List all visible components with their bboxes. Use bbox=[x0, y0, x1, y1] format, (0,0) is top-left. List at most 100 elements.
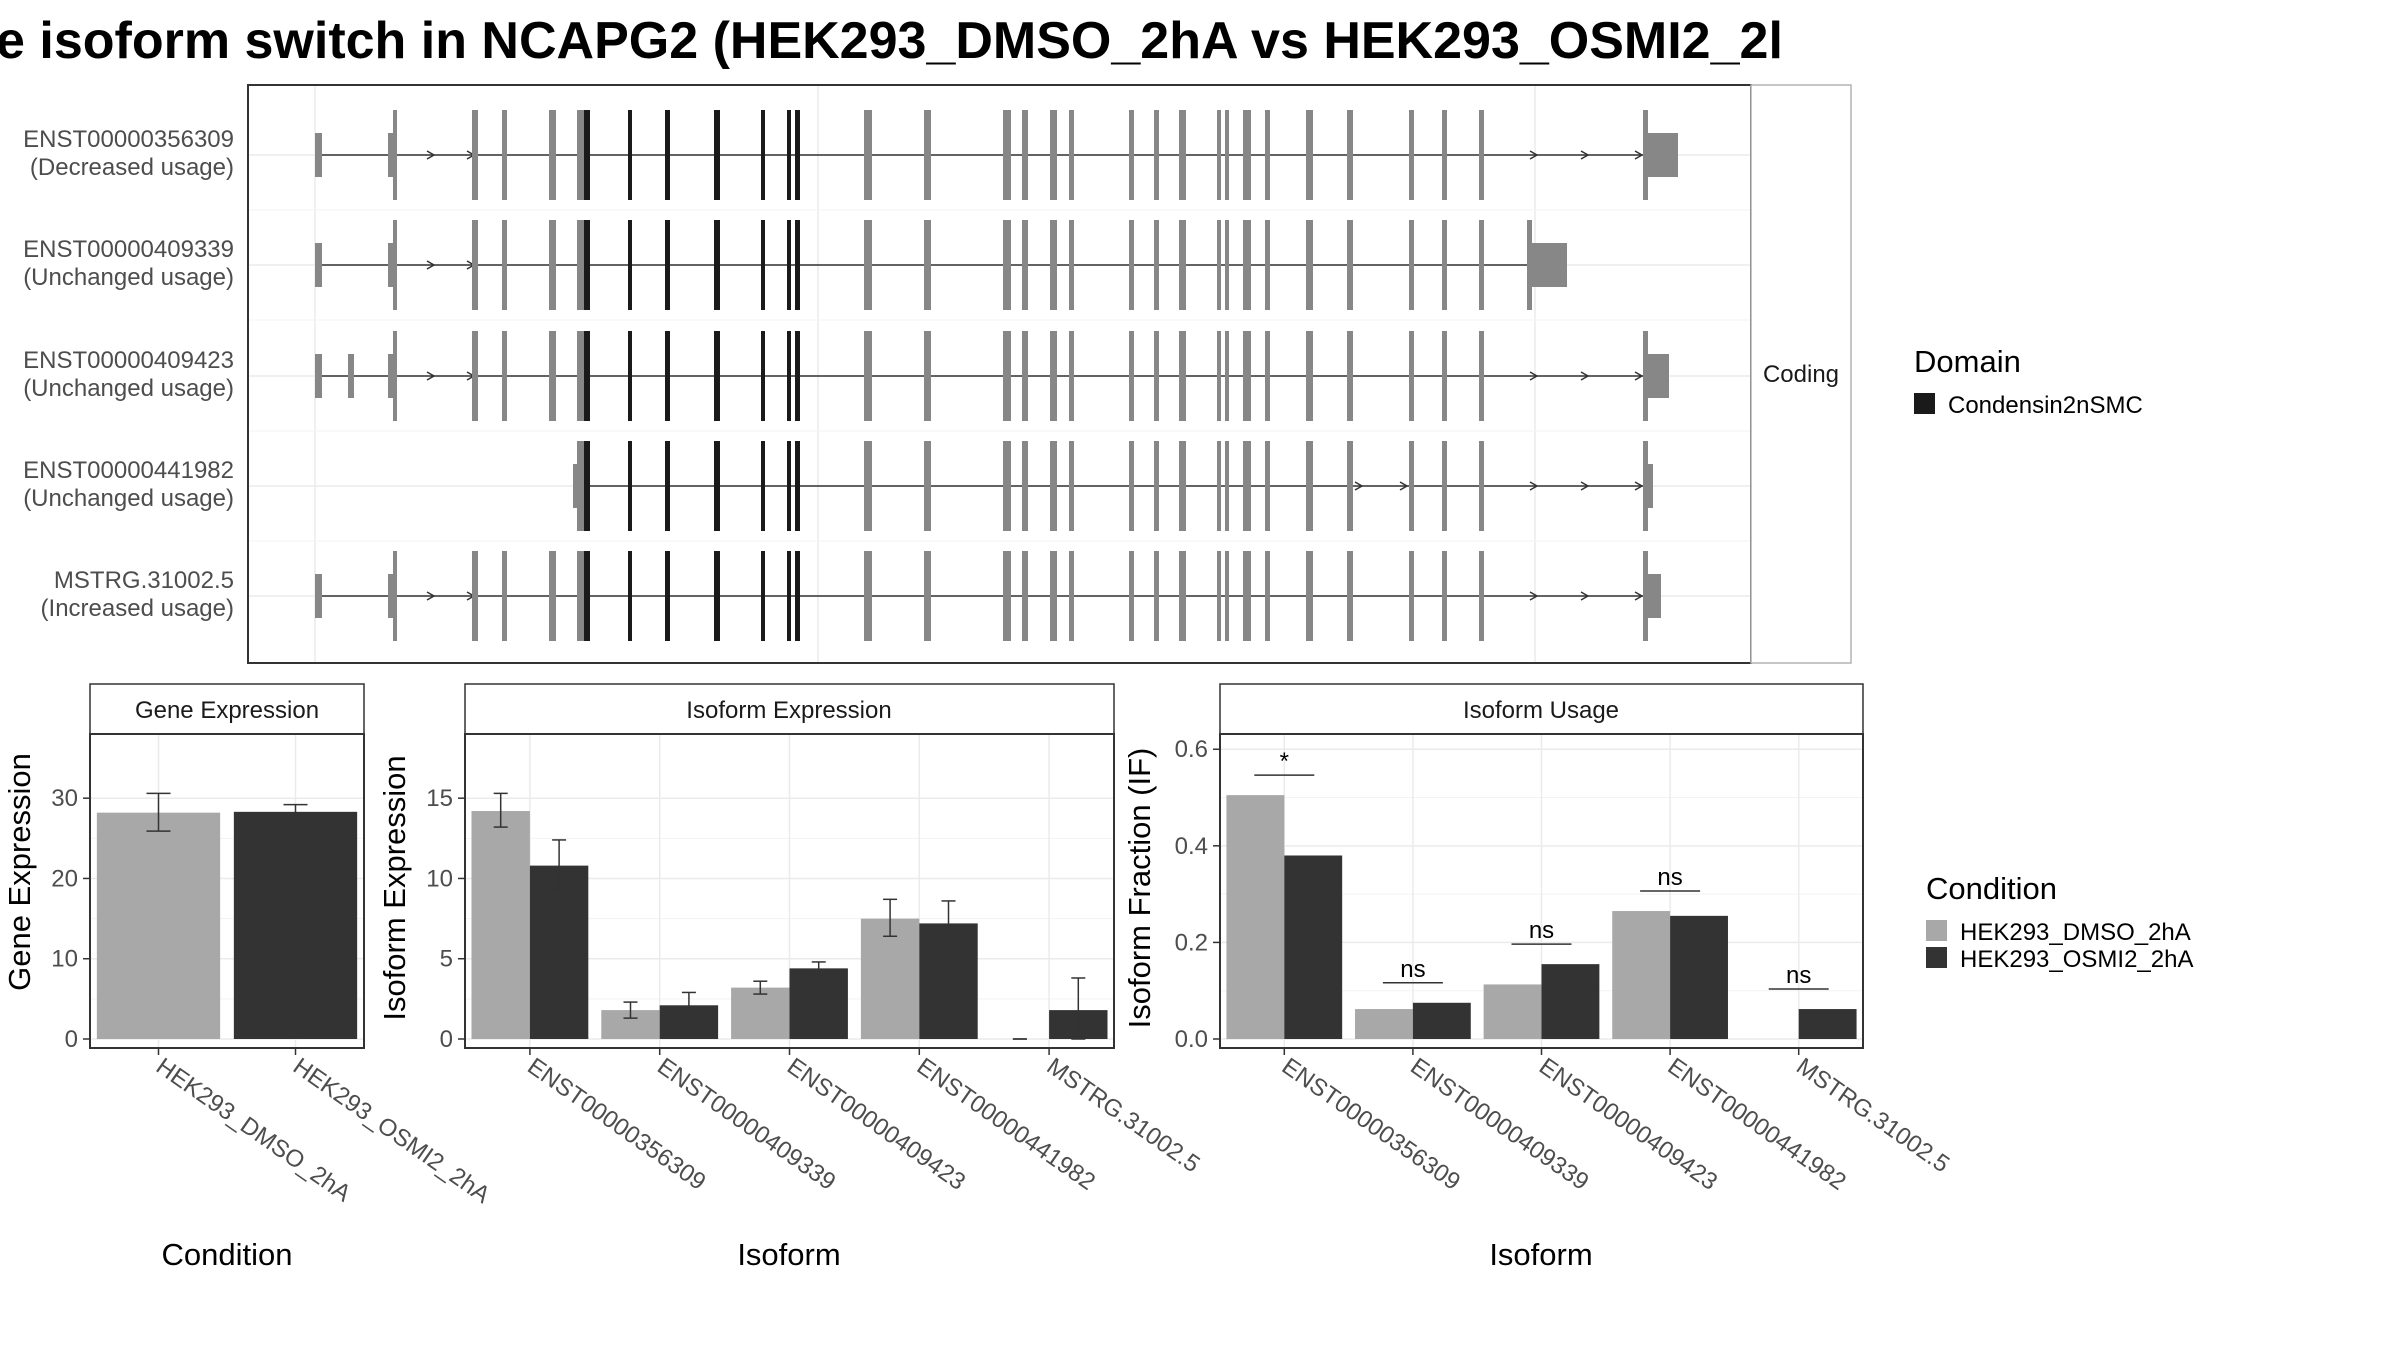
gene-expression-xlabel: Condition bbox=[162, 1237, 293, 1272]
coding-exon bbox=[580, 331, 584, 421]
coding-exon bbox=[1442, 551, 1447, 641]
coding-exon bbox=[472, 551, 478, 641]
coding-exon bbox=[1179, 551, 1186, 641]
domain-exon bbox=[787, 331, 791, 421]
coding-exon bbox=[1217, 441, 1221, 531]
coding-exon bbox=[1154, 551, 1159, 641]
strand-arrow bbox=[1580, 150, 1590, 160]
bar-ENST00000356309-osmi2 bbox=[529, 865, 589, 1039]
domain-exon bbox=[584, 441, 590, 531]
y-tick-label: 0 bbox=[440, 1026, 453, 1053]
gene-expression-ylabel: Gene Expression bbox=[2, 753, 37, 991]
y-tick-label: 15 bbox=[426, 785, 453, 812]
coding-exon bbox=[864, 331, 872, 421]
domain-exon bbox=[628, 331, 632, 421]
bar-ENST00000356309-dmso bbox=[471, 811, 530, 1039]
transcript-id-label: ENST00000409423 bbox=[23, 347, 234, 374]
coding-exon bbox=[924, 331, 931, 421]
coding-exon bbox=[1527, 220, 1532, 310]
utr-exon bbox=[388, 574, 393, 618]
domain-exon bbox=[714, 331, 720, 421]
y-tick-label: 5 bbox=[440, 946, 453, 973]
coding-exon bbox=[1442, 110, 1447, 200]
condition-legend-title: Condition bbox=[1926, 871, 2057, 906]
bar-ENST00000409423-dmso bbox=[1483, 984, 1542, 1039]
utr-exon bbox=[1646, 133, 1678, 177]
transcript-track-3 bbox=[315, 331, 1669, 421]
coding-exon bbox=[1050, 110, 1057, 200]
coding-exon bbox=[580, 551, 584, 641]
coding-exon bbox=[864, 551, 872, 641]
coding-exon bbox=[1409, 551, 1414, 641]
coding-exon bbox=[1409, 220, 1414, 310]
domain-exon bbox=[584, 220, 590, 310]
bar-ENST00000409423-osmi2 bbox=[789, 968, 848, 1039]
coding-exon bbox=[1479, 331, 1484, 421]
utr-exon bbox=[1530, 243, 1567, 287]
coding-exon bbox=[1306, 331, 1313, 421]
coding-exon bbox=[393, 551, 397, 641]
coding-exon bbox=[1022, 110, 1028, 200]
y-tick-label: 0.6 bbox=[1175, 736, 1208, 763]
domain-exon bbox=[795, 110, 800, 200]
domain-exon bbox=[665, 551, 670, 641]
coding-exon bbox=[502, 551, 507, 641]
coding-exon bbox=[1225, 551, 1229, 641]
coding-exon bbox=[1022, 551, 1028, 641]
transcript-labels: ENST00000356309(Decreased usage) ENST0000… bbox=[23, 126, 234, 622]
domain-exon bbox=[761, 441, 765, 531]
coding-exon bbox=[1265, 551, 1270, 641]
coding-exon bbox=[393, 110, 397, 200]
isoform-expression-plot: 051015ENST00000356309ENST00000409339ENST… bbox=[426, 733, 1205, 1196]
coding-exon bbox=[1265, 441, 1270, 531]
coding-exon bbox=[1217, 220, 1221, 310]
strand-arrow bbox=[1634, 591, 1644, 601]
strand-arrow bbox=[1580, 371, 1590, 381]
coding-exon bbox=[1643, 110, 1648, 200]
strand-arrow bbox=[1634, 371, 1644, 381]
bar-MSTRG.31002.5-osmi2 bbox=[1798, 1009, 1857, 1039]
coding-exon bbox=[472, 220, 478, 310]
coding-exon bbox=[864, 110, 872, 200]
bar-ENST00000441982-dmso bbox=[860, 918, 920, 1039]
utr-exon bbox=[315, 354, 322, 398]
domain-exon bbox=[787, 551, 791, 641]
isoform-expression-xlabel: Isoform bbox=[737, 1237, 840, 1272]
coding-exon bbox=[1306, 220, 1313, 310]
condition-legend: Condition HEK293_DMSO_2hA HEK293_OSMI2_2… bbox=[1926, 871, 2193, 973]
coding-exon bbox=[1243, 110, 1251, 200]
strand-arrow bbox=[1580, 481, 1590, 491]
y-tick-label: 20 bbox=[51, 865, 78, 892]
coding-exon bbox=[1306, 110, 1313, 200]
coding-exon bbox=[549, 331, 556, 421]
coding-exon bbox=[1069, 110, 1074, 200]
coding-exon bbox=[864, 220, 872, 310]
utr-exon bbox=[1646, 354, 1669, 398]
domain-exon bbox=[714, 551, 720, 641]
y-tick-label: 10 bbox=[51, 946, 78, 973]
utr-exon bbox=[388, 354, 393, 398]
coding-exon bbox=[1022, 220, 1028, 310]
strand-arrow bbox=[1399, 481, 1409, 491]
coding-exon bbox=[1179, 441, 1186, 531]
coding-exon bbox=[1243, 220, 1251, 310]
isoform-usage-panel: Isoform Usage *nsnsnsns0.00.20.40.6ENST0… bbox=[1122, 683, 1954, 1272]
coding-exon bbox=[1243, 331, 1251, 421]
bar-ENST00000441982-osmi2 bbox=[1670, 915, 1728, 1039]
coding-exon bbox=[1225, 220, 1229, 310]
y-tick-label: 0.4 bbox=[1175, 833, 1208, 860]
coding-exon bbox=[1409, 441, 1414, 531]
transcript-id-label: ENST00000441982 bbox=[23, 457, 234, 484]
coding-exon bbox=[502, 220, 507, 310]
y-tick-label: 0.2 bbox=[1175, 929, 1208, 956]
coding-exon bbox=[1225, 110, 1229, 200]
plot-border bbox=[89, 733, 365, 1049]
domain-exon bbox=[665, 441, 670, 531]
bar-HEK293_OSMI2_2hA bbox=[233, 811, 358, 1039]
coding-exon bbox=[577, 110, 582, 200]
domain-exon bbox=[584, 551, 590, 641]
transcript-id-label: ENST00000409339 bbox=[23, 236, 234, 263]
domain-exon bbox=[584, 331, 590, 421]
bar-ENST00000409339-dmso bbox=[1355, 1009, 1413, 1039]
